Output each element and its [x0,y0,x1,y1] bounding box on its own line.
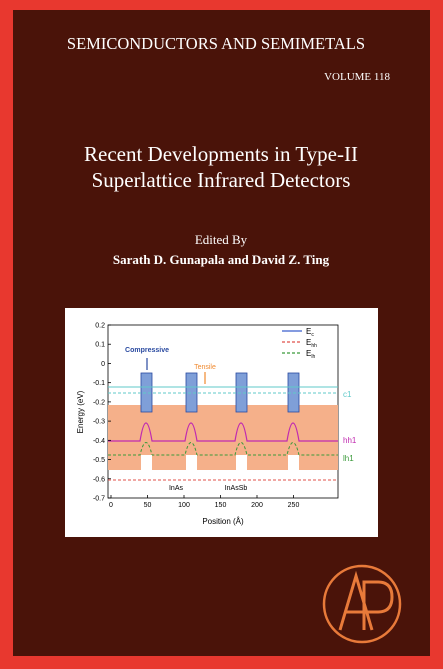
hh1-level [108,422,338,442]
x-tick-label: 100 [178,502,190,509]
figure: Compressive Tensile InAs InAsSb c1 hh1 l… [65,308,378,537]
level-label: hh1 [343,436,357,445]
x-tick-label: 200 [251,502,263,509]
x-tick-label: 250 [288,502,300,509]
publisher-logo [322,564,402,644]
legend-sub: hh [311,343,317,349]
edited-by: Edited By [195,232,248,247]
level-label: c1 [343,390,352,399]
annotation: Compressive [125,347,169,354]
legend-sub: lh [311,354,315,360]
x-tick-label: 50 [144,502,152,509]
y-tick-label: -0.5 [93,457,105,464]
annotation: Tensile [194,364,216,371]
x-tick-label: 0 [109,502,113,509]
y-tick-label: -0.6 [93,476,105,483]
y-tick-label: 0.1 [95,342,105,349]
legend-main: E [306,338,311,347]
lh1-level [108,442,338,456]
title-line: Recent Developments in Type-II [84,142,358,166]
y-tick-label: 0.2 [95,323,105,330]
x-axis-label: Position (Å) [202,517,244,526]
y-axis-label: Energy (eV) [76,390,85,433]
y-tick-label: -0.2 [93,399,105,406]
legend-label: Elh [306,349,315,360]
gaps [141,455,299,480]
y-tick-label: -0.7 [93,496,105,503]
y-tick-label: -0.3 [93,419,105,426]
level-label: lh1 [343,454,354,463]
legend-label: Ec [306,327,314,338]
legend-main: E [306,327,311,336]
y-tick-label: -0.4 [93,438,105,445]
annotation: InAs [169,485,184,492]
volume: VOLUME 118 [324,71,390,83]
x-tick-label: 150 [215,502,227,509]
legend-main: E [306,349,311,358]
y-tick-label: -0.1 [93,380,105,387]
series-title: SEMICONDUCTORS AND SEMIMETALS [67,34,365,53]
editors: Sarath D. Gunapala and David Z. Ting [113,252,330,267]
annotation: InAsSb [225,485,248,492]
legend-sub: c [311,332,314,338]
legend-label: Ehh [306,338,317,349]
y-tick-label: 0 [101,361,105,368]
title-line: Superlattice Infrared Detectors [92,168,351,192]
